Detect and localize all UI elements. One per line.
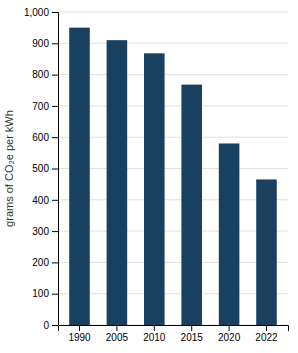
tick-label: 1,000 bbox=[24, 7, 49, 18]
tick: 2010 bbox=[143, 325, 166, 343]
tick-mark bbox=[52, 294, 58, 295]
grid-line bbox=[58, 74, 288, 75]
tick: 300 bbox=[32, 226, 58, 237]
tick: 2015 bbox=[181, 325, 204, 343]
tick-label: 2015 bbox=[181, 332, 204, 343]
tick-mark bbox=[191, 325, 192, 331]
tick: 1,000 bbox=[24, 7, 58, 18]
tick-label: 2022 bbox=[255, 332, 278, 343]
tick: 800 bbox=[32, 69, 58, 80]
tick-label: 500 bbox=[32, 163, 49, 174]
grid-line bbox=[58, 43, 288, 44]
bar bbox=[144, 53, 165, 325]
bar bbox=[256, 179, 277, 325]
grid-line bbox=[58, 105, 288, 106]
bar bbox=[69, 28, 90, 325]
chart-container: 0 100 200 300 400 500 600 700 800 900 1,000 1990 200… bbox=[0, 0, 298, 353]
y-axis-title: grams of CO₂e per kWh bbox=[3, 110, 15, 227]
tick-mark bbox=[52, 169, 58, 170]
tick-mark bbox=[52, 325, 58, 326]
tick-label: 400 bbox=[32, 195, 49, 206]
tick-label: 900 bbox=[32, 38, 49, 49]
tick: 500 bbox=[32, 163, 58, 174]
tick-mark bbox=[52, 137, 58, 138]
tick: 700 bbox=[32, 101, 58, 112]
x-axis: 1990 2005 2010 2015 2020 2022 bbox=[59, 325, 289, 343]
grid bbox=[58, 12, 288, 325]
tick: 200 bbox=[32, 257, 58, 268]
tick-label: 2020 bbox=[218, 332, 241, 343]
bars bbox=[69, 28, 277, 325]
tick-label: 700 bbox=[32, 101, 49, 112]
tick-mark bbox=[154, 325, 155, 331]
tick-label: 200 bbox=[32, 257, 49, 268]
bar bbox=[181, 85, 202, 325]
tick-mark bbox=[52, 43, 58, 44]
grid-line bbox=[58, 199, 288, 200]
tick-label: 800 bbox=[32, 69, 49, 80]
plot: 0 100 200 300 400 500 600 700 800 900 1,000 1990 200… bbox=[24, 7, 289, 343]
tick-mark bbox=[52, 262, 58, 263]
tick-mark bbox=[52, 106, 58, 107]
tick-label: 2010 bbox=[143, 332, 166, 343]
tick: 100 bbox=[32, 288, 58, 299]
grid-line bbox=[58, 137, 288, 138]
tick-mark bbox=[79, 325, 80, 331]
tick-label: 100 bbox=[32, 288, 49, 299]
tick-mark bbox=[52, 231, 58, 232]
tick-label: 2005 bbox=[106, 332, 129, 343]
grid-line bbox=[58, 262, 288, 263]
grid-line bbox=[58, 231, 288, 232]
tick-mark bbox=[116, 325, 117, 331]
axis-line bbox=[52, 13, 59, 326]
tick-mark bbox=[229, 325, 230, 331]
tick: 2020 bbox=[218, 325, 241, 343]
tick: 900 bbox=[32, 38, 58, 49]
tick-label: 300 bbox=[32, 226, 49, 237]
tick: 400 bbox=[32, 195, 58, 206]
grid-line bbox=[58, 293, 288, 294]
tick-label: 1990 bbox=[68, 332, 91, 343]
bar bbox=[219, 143, 240, 325]
tick-mark bbox=[52, 12, 58, 13]
grid-line bbox=[58, 168, 288, 169]
tick: 2022 bbox=[255, 325, 278, 343]
tick: 0 bbox=[43, 320, 58, 331]
y-axis: 0 100 200 300 400 500 600 700 800 900 1,000 bbox=[24, 7, 59, 331]
tick: 600 bbox=[32, 132, 58, 143]
tick: 1990 bbox=[68, 325, 91, 343]
tick-mark bbox=[266, 325, 267, 331]
axis-line bbox=[59, 326, 289, 332]
bar bbox=[107, 40, 128, 325]
tick-label: 600 bbox=[32, 132, 49, 143]
tick-mark bbox=[52, 200, 58, 201]
tick-mark bbox=[52, 75, 58, 76]
tick-label: 0 bbox=[43, 320, 49, 331]
tick: 2005 bbox=[106, 325, 129, 343]
grid-line bbox=[58, 12, 288, 13]
chart: 0 100 200 300 400 500 600 700 800 900 1,000 1990 200… bbox=[0, 0, 298, 353]
